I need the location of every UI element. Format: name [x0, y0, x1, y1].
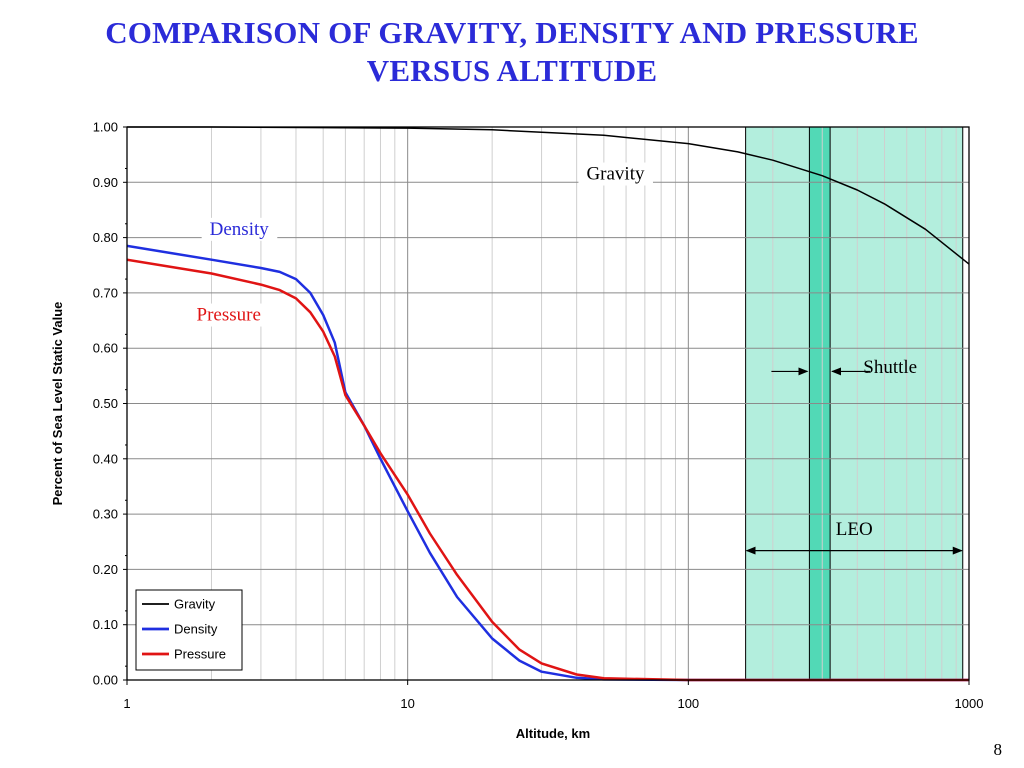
- annotation-background: [578, 162, 653, 186]
- annotation-background: [188, 303, 269, 327]
- y-tick-label: 0.10: [93, 617, 118, 632]
- x-tick-label: 1000: [955, 696, 984, 711]
- annotation-pressure: Pressure: [197, 305, 261, 326]
- y-tick-label: 0.80: [93, 230, 118, 245]
- series-line-gravity: [127, 126, 970, 265]
- annotation-shuttle: Shuttle: [863, 357, 917, 378]
- annotation-background: [201, 217, 278, 241]
- y-tick-label: 0.50: [93, 396, 118, 411]
- legend-label-density: Density: [174, 622, 218, 637]
- y-axis-title: Percent of Sea Level Static Value: [50, 302, 65, 506]
- x-tick-label: 100: [677, 696, 699, 711]
- page-number: 8: [993, 740, 1003, 759]
- y-tick-label: 0.30: [93, 507, 118, 522]
- x-axis-title: Altitude, km: [516, 726, 590, 741]
- slide-title-line-1: COMPARISON OF GRAVITY, DENSITY AND PRESS…: [105, 15, 919, 50]
- slide-title-line-2: VERSUS ALTITUDE: [366, 53, 658, 88]
- x-tick-label: 10: [400, 696, 414, 711]
- y-tick-label: 0.00: [93, 673, 118, 688]
- annotation-leo: LEO: [836, 519, 873, 540]
- annotation-gravity: Gravity: [586, 164, 645, 185]
- y-tick-label: 0.40: [93, 451, 118, 466]
- y-tick-label: 0.90: [93, 175, 118, 190]
- series-line-density: [126, 244, 969, 682]
- x-tick-label: 1: [123, 696, 130, 711]
- series-line-pressure: [126, 258, 969, 682]
- slide-title: COMPARISON OF GRAVITY, DENSITY AND PRESS…: [0, 14, 1024, 90]
- y-tick-label: 0.60: [93, 341, 118, 356]
- y-tick-label: 0.70: [93, 285, 118, 300]
- annotation-density: Density: [210, 219, 270, 240]
- legend-label-pressure: Pressure: [174, 647, 226, 662]
- y-tick-label: 1.00: [93, 120, 118, 135]
- y-tick-label: 0.20: [93, 562, 118, 577]
- legend-label-gravity: Gravity: [174, 597, 216, 612]
